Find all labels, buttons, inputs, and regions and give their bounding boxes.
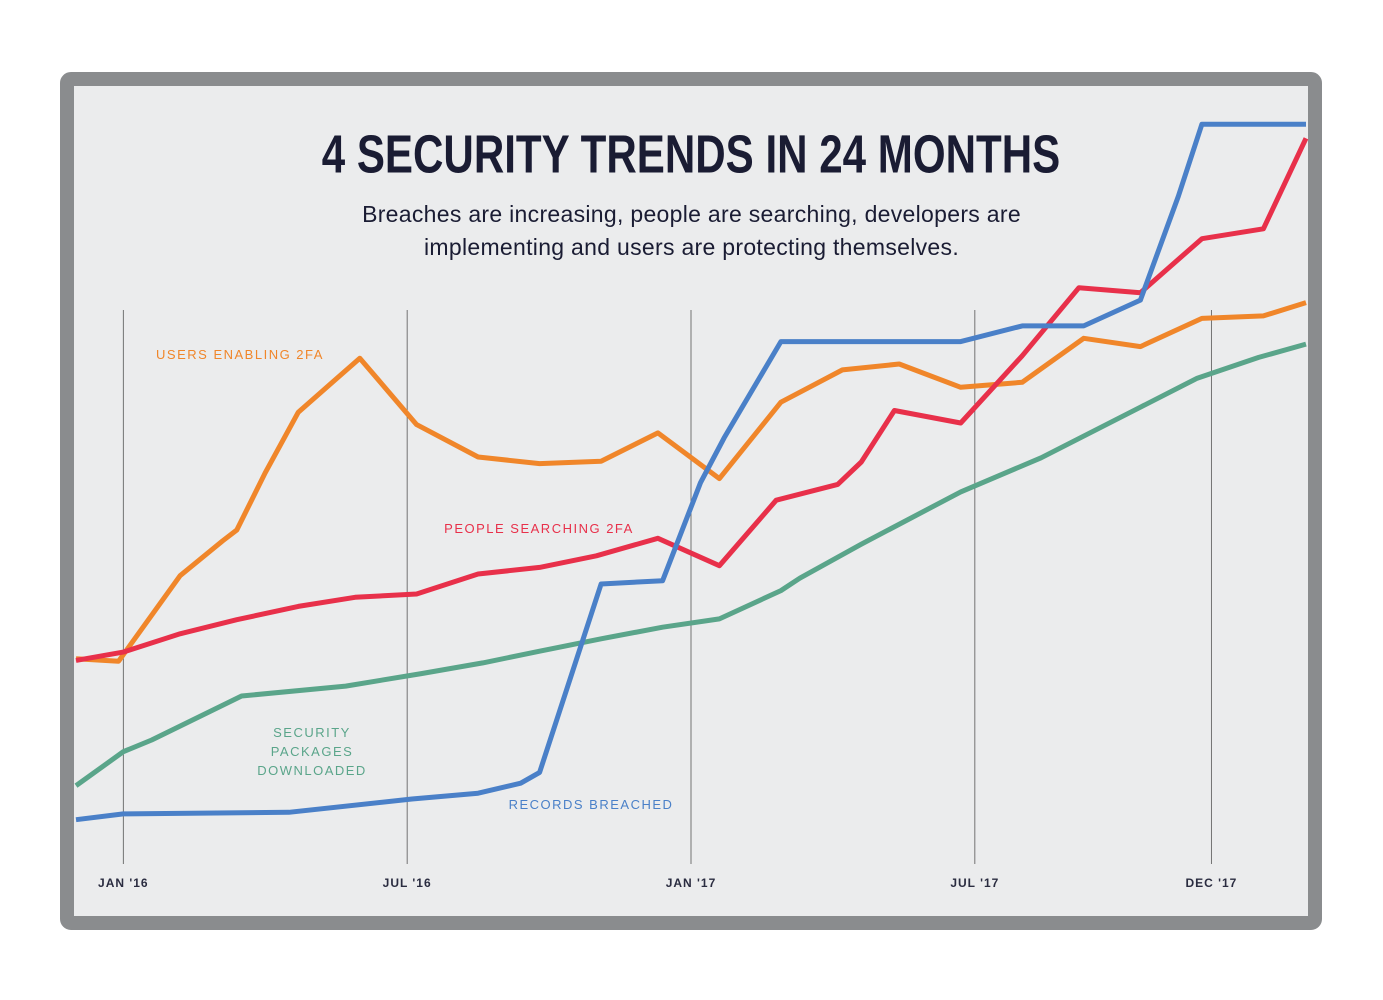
series-line [75, 137, 1309, 663]
x-tick-label: DEC '17 [1185, 876, 1237, 890]
series-line [75, 300, 1307, 664]
series-label: PEOPLE SEARCHING 2FA [444, 521, 634, 536]
x-tick-label: JUL '16 [383, 876, 432, 890]
x-tick-label: JAN '16 [98, 876, 149, 890]
series-line [75, 121, 1306, 823]
series-label: SECURITY PACKAGES DOWNLOADED [257, 725, 367, 778]
chart-subtitle: Breaches are increasing, people are sear… [362, 201, 1021, 260]
series-label: USERS ENABLING 2FA [156, 347, 324, 362]
series-label: RECORDS BREACHED [508, 797, 674, 812]
chart-title: 4 SECURITY TRENDS IN 24 MONTHS [322, 124, 1061, 184]
x-tick-label: JUL '17 [950, 876, 999, 890]
series-line [74, 341, 1307, 788]
x-tick-label: JAN '17 [666, 876, 717, 890]
